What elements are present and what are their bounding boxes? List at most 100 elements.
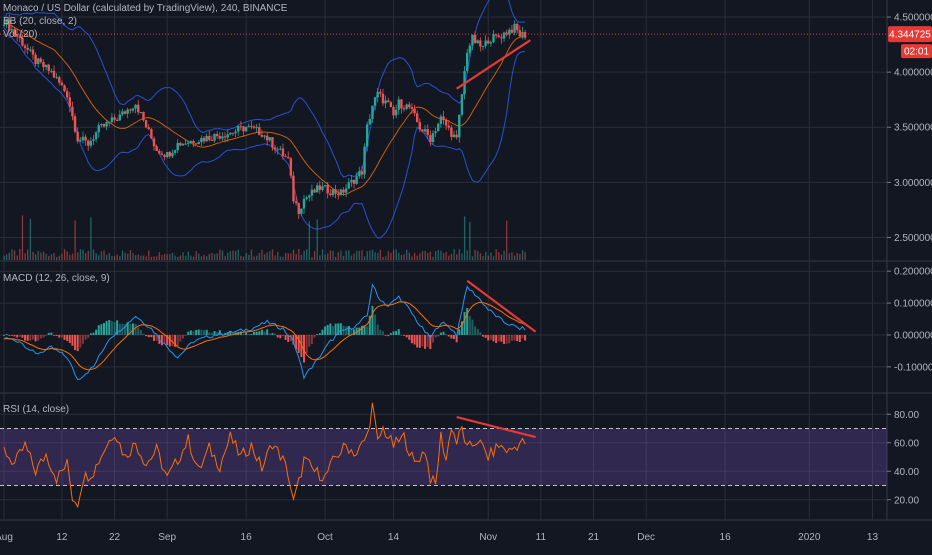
macd-histogram-bar (497, 334, 500, 342)
symbol-title[interactable]: Monaco / US Dollar (calculated by Tradin… (3, 3, 288, 14)
macd-histogram-bar (324, 326, 327, 335)
candle-body (126, 109, 129, 114)
macd-histogram-bar (195, 329, 198, 335)
macd-histogram-bar (221, 333, 224, 335)
candle-body (484, 40, 487, 47)
macd-histogram-bar (200, 329, 203, 335)
macd-axis-tick-label: 0.200000 (894, 267, 932, 278)
macd-histogram-bar (24, 334, 27, 341)
volume-bar (250, 249, 253, 260)
time-axis-tick-label: 14 (388, 532, 400, 543)
volume-bar (77, 252, 79, 260)
volume-bar (500, 254, 503, 260)
candle-body (289, 158, 293, 176)
macd-indicator-label[interactable]: MACD (12, 26, close, 9) (3, 273, 110, 284)
volume-bar (324, 254, 326, 260)
candle-body (442, 116, 445, 120)
macd-histogram-bar (229, 331, 232, 335)
volume-bar (208, 253, 210, 260)
bb-indicator-label[interactable]: BB (20, close, 2) (3, 16, 77, 27)
macd-histogram-bar (360, 325, 363, 335)
candle-body (452, 134, 456, 137)
macd-histogram-bar (355, 327, 358, 335)
volume-bar (356, 250, 358, 260)
macd-histogram-bar (471, 319, 474, 335)
candle-body (352, 179, 356, 184)
candle-body (505, 32, 508, 35)
macd-histogram-bar (66, 334, 69, 341)
macd-histogram-bar (81, 334, 84, 344)
candle-body (47, 64, 50, 71)
candle-body (421, 129, 424, 132)
candle-body (494, 34, 498, 36)
macd-histogram-bar (150, 334, 153, 338)
macd-histogram-bar (95, 329, 98, 335)
candle-body (202, 137, 206, 142)
macd-histogram-bar (521, 334, 524, 339)
rsi-axis-tick-label: 80.00 (894, 410, 919, 421)
candle-body (218, 136, 222, 139)
candle-body (334, 189, 337, 194)
macd-histogram-bar (287, 334, 290, 342)
macd-histogram-bar (166, 334, 169, 346)
candle-body (194, 143, 198, 145)
macd-histogram-bar (500, 334, 503, 342)
candle-body (252, 126, 256, 128)
volume-bar (221, 250, 224, 260)
volume-bar (200, 256, 203, 260)
macd-histogram-bar (74, 334, 77, 351)
candle-body (210, 139, 214, 141)
volume-bar (363, 256, 366, 260)
macd-histogram-bar (413, 334, 416, 345)
candle-body (294, 201, 298, 204)
macd-histogram-bar (134, 323, 137, 335)
volume-bar (311, 256, 313, 260)
volume-bar (385, 256, 387, 260)
macd-histogram-bar (171, 334, 174, 347)
macd-histogram-bar (224, 333, 227, 335)
volume-bar (392, 249, 395, 260)
macd-histogram-bar (431, 334, 434, 343)
macd-histogram-bar (289, 334, 292, 342)
candle-body (52, 70, 56, 78)
volume-bar (448, 255, 450, 260)
volume-bar (274, 255, 276, 260)
volume-bar (287, 253, 289, 260)
macd-histogram-bar (50, 332, 53, 335)
volume-bar (442, 253, 445, 260)
volume-bar (240, 255, 242, 260)
volume-bar (103, 250, 105, 260)
volume-indicator-label[interactable]: Vol (20) (3, 29, 38, 40)
macd-histogram-bar (137, 327, 140, 335)
candle-body (250, 126, 253, 128)
macd-histogram-bar (8, 334, 11, 336)
macd-histogram-bar (179, 334, 182, 342)
rsi-indicator-label[interactable]: RSI (14, close) (3, 404, 70, 415)
macd-histogram-bar (450, 334, 453, 339)
volume-bar (256, 255, 258, 260)
candle-body (323, 185, 327, 187)
macd-histogram-bar (371, 305, 374, 335)
candle-body (223, 136, 227, 138)
macd-histogram-bar (331, 326, 334, 335)
macd-histogram-bar (113, 322, 116, 335)
macd-histogram-bar (247, 334, 250, 336)
price-axis-tick-label: 2.500000 (894, 233, 932, 244)
candle-body (150, 129, 153, 139)
candle-body (481, 46, 485, 48)
candle-body (55, 77, 58, 79)
macd-histogram-bar (310, 334, 313, 345)
candle-body (355, 176, 358, 184)
macd-histogram-bar (271, 333, 274, 335)
candle-body (344, 188, 348, 193)
candle-body (13, 29, 16, 34)
candle-body (50, 70, 53, 72)
volume-bar (116, 254, 118, 260)
macd-histogram-bar (479, 332, 482, 335)
volume-bar (395, 249, 397, 260)
volume-bar (74, 220, 76, 260)
macd-histogram-bar (187, 331, 190, 335)
macd-histogram-bar (339, 323, 342, 335)
